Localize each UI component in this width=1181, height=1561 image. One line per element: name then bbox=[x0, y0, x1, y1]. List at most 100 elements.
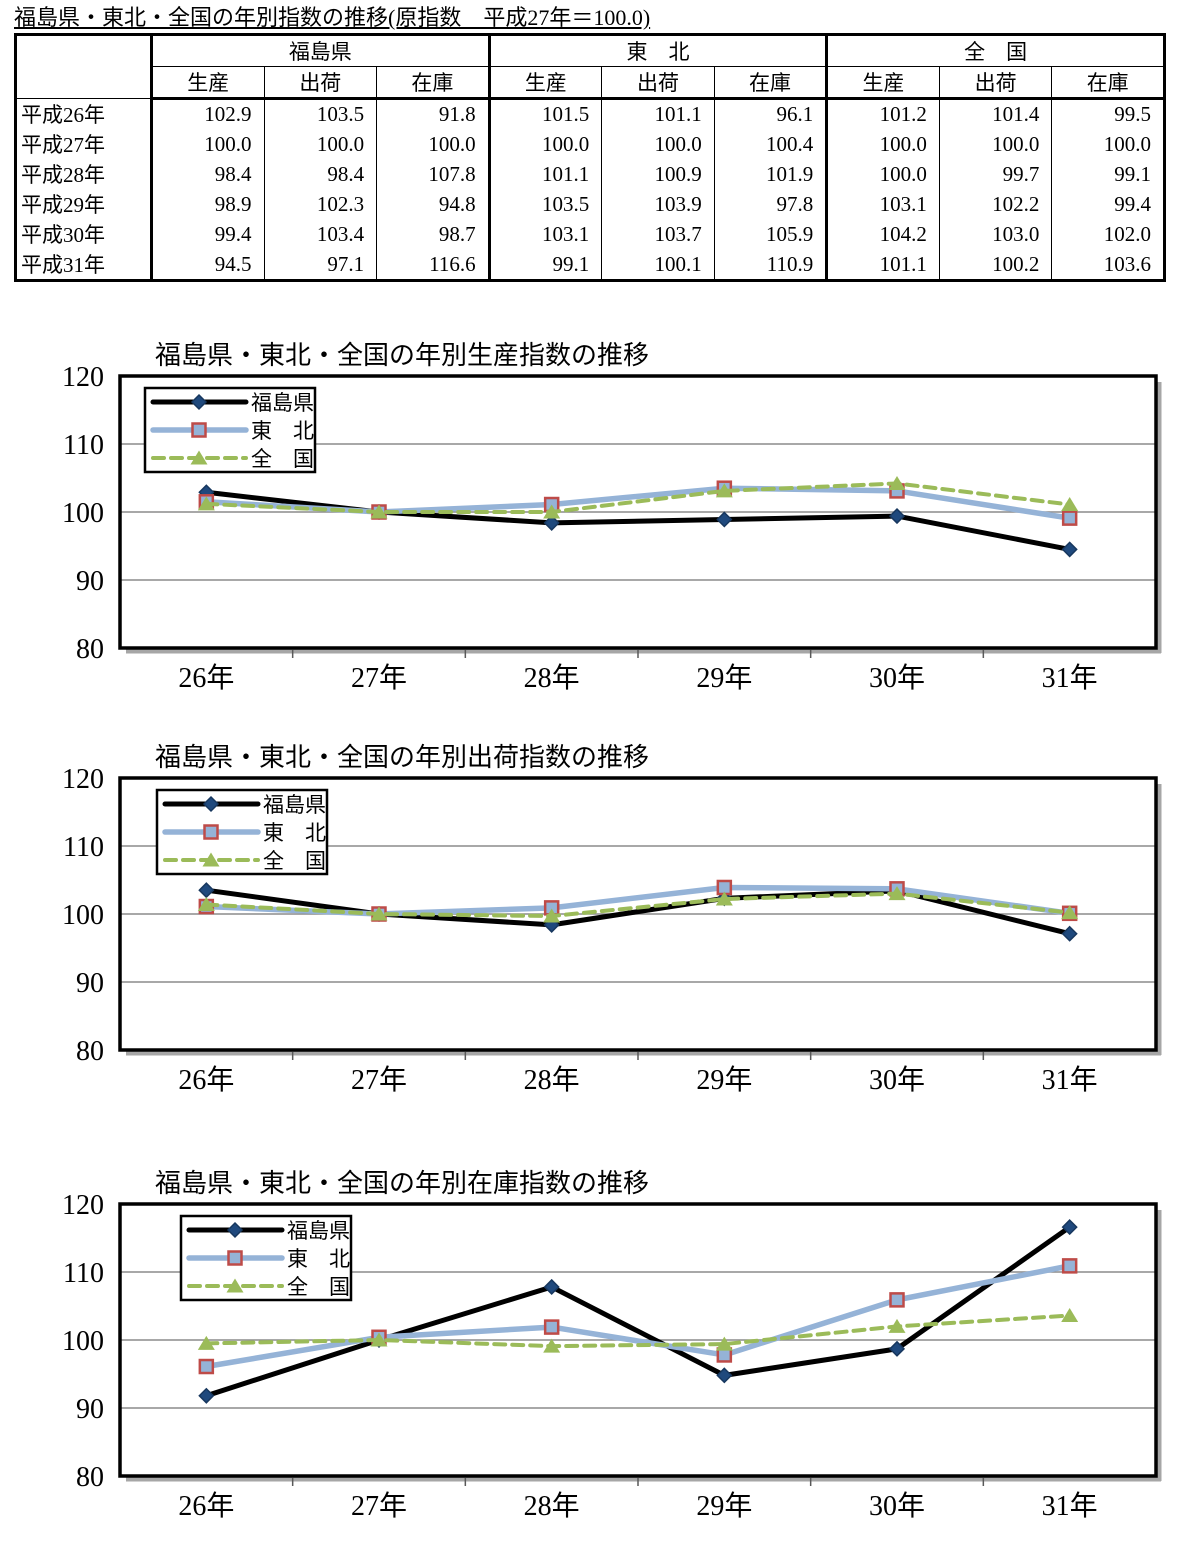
table-value-cell: 100.0 bbox=[938, 129, 1052, 159]
table-measure-header: 生産 bbox=[150, 66, 265, 100]
row-year-label: 平成31年 bbox=[15, 249, 152, 281]
table-value-cell: 99.4 bbox=[150, 219, 265, 249]
table-value-cell: 94.5 bbox=[150, 249, 265, 281]
table-value-cell: 99.1 bbox=[487, 249, 602, 281]
legend-label: 全 国 bbox=[287, 1275, 350, 1299]
data-point-marker bbox=[715, 1336, 733, 1351]
data-point-marker bbox=[888, 508, 906, 525]
y-axis-label: 110 bbox=[63, 1258, 104, 1289]
table-value-cell: 100.0 bbox=[263, 129, 377, 159]
data-point-marker bbox=[543, 504, 561, 519]
table-measure-header: 在庫 bbox=[1051, 66, 1165, 100]
legend-marker bbox=[202, 795, 220, 813]
table-value-cell: 101.5 bbox=[487, 98, 602, 129]
table-value-cell: 97.8 bbox=[713, 189, 827, 219]
data-point-marker bbox=[197, 896, 215, 911]
x-axis-label: 27年 bbox=[351, 1064, 407, 1096]
table-value-cell: 100.0 bbox=[487, 129, 602, 159]
table-row: 平成28年 98.4 98.4 107.8 101.1 100.9 101.9 100.0 99… bbox=[15, 159, 1165, 189]
series-line bbox=[204, 891, 1072, 919]
data-point-marker bbox=[715, 483, 733, 498]
x-axis-label: 30年 bbox=[869, 662, 925, 694]
plot-border bbox=[118, 776, 1158, 1052]
table-value-cell: 103.5 bbox=[487, 189, 602, 219]
data-point-marker bbox=[197, 496, 215, 511]
table-value-cell: 103.1 bbox=[487, 219, 602, 249]
table-row: 平成29年 98.9 102.3 94.8 103.5 103.9 97.8 103.1 102… bbox=[15, 189, 1165, 219]
table-corner-cell bbox=[15, 34, 152, 99]
table-measure-header: 生産 bbox=[825, 66, 940, 100]
table-value-cell: 100.0 bbox=[376, 129, 490, 159]
x-axis-label: 28年 bbox=[524, 1064, 580, 1096]
x-axis-label: 29年 bbox=[696, 1064, 752, 1096]
y-axis-label: 110 bbox=[63, 430, 104, 461]
table-value-cell: 99.5 bbox=[1051, 98, 1165, 129]
data-point-marker bbox=[888, 1318, 906, 1333]
data-point-marker bbox=[370, 504, 388, 519]
x-axis-label: 31年 bbox=[1042, 1490, 1098, 1522]
x-axis-label: 26年 bbox=[178, 1064, 234, 1096]
chart-title: 福島県・東北・全国の年別出荷指数の推移 bbox=[155, 743, 649, 772]
data-point-marker bbox=[889, 1292, 905, 1308]
y-axis-label: 90 bbox=[76, 1394, 104, 1425]
table-value-cell: 102.0 bbox=[1051, 219, 1165, 249]
table-value-cell: 100.0 bbox=[1051, 129, 1165, 159]
table-value-cell: 103.4 bbox=[263, 219, 377, 249]
legend-label: 福島県 bbox=[263, 793, 326, 817]
x-axis-label: 29年 bbox=[696, 1490, 752, 1522]
plot-border bbox=[118, 374, 1158, 650]
table-value-cell: 103.5 bbox=[263, 98, 377, 129]
chart-title: 福島県・東北・全国の年別在庫指数の推移 bbox=[155, 1169, 649, 1198]
table-value-cell: 103.7 bbox=[601, 219, 715, 249]
table-measure-header: 在庫 bbox=[376, 66, 490, 100]
data-point-marker bbox=[1061, 925, 1078, 942]
data-point-marker bbox=[370, 1332, 388, 1347]
row-year-label: 平成27年 bbox=[15, 129, 152, 159]
x-axis-label: 31年 bbox=[1042, 1064, 1098, 1096]
legend-marker bbox=[191, 422, 207, 438]
table-row: 平成31年 94.5 97.1 116.6 99.1 100.1 110.9 101.1 100… bbox=[15, 249, 1165, 281]
table-value-cell: 97.1 bbox=[263, 249, 377, 281]
y-axis-label: 90 bbox=[76, 566, 104, 597]
y-axis-label: 100 bbox=[62, 1326, 104, 1357]
series-line bbox=[204, 1313, 1072, 1349]
table-value-cell: 99.4 bbox=[1051, 189, 1165, 219]
data-point-marker bbox=[543, 1338, 561, 1353]
x-axis-label: 30年 bbox=[869, 1490, 925, 1522]
table-measure-header: 出荷 bbox=[601, 66, 715, 100]
data-point-marker bbox=[197, 1335, 215, 1350]
x-axis-label: 31年 bbox=[1042, 662, 1098, 694]
data-point-marker bbox=[1061, 1258, 1078, 1274]
row-year-label: 平成26年 bbox=[15, 98, 152, 129]
table-value-cell: 100.0 bbox=[825, 129, 940, 159]
y-axis-label: 100 bbox=[62, 498, 104, 529]
table-value-cell: 99.1 bbox=[1051, 159, 1165, 189]
table-row: 平成27年 100.0 100.0 100.0 100.0 100.0 100.4 100.0… bbox=[15, 129, 1165, 159]
data-point-marker bbox=[1061, 510, 1078, 526]
x-axis-label: 26年 bbox=[178, 662, 234, 694]
table-value-cell: 103.9 bbox=[601, 189, 715, 219]
data-point-marker bbox=[543, 514, 560, 531]
y-axis-label: 80 bbox=[76, 1036, 104, 1067]
legend-marker bbox=[190, 450, 208, 465]
data-point-marker bbox=[1061, 905, 1079, 920]
x-axis-label: 29年 bbox=[696, 662, 752, 694]
y-axis-label: 90 bbox=[76, 968, 104, 999]
legend-marker bbox=[226, 1278, 244, 1293]
legend-label: 全 国 bbox=[263, 849, 326, 873]
row-year-label: 平成29年 bbox=[15, 189, 152, 219]
legend-label: 東 北 bbox=[251, 419, 314, 443]
table-value-cell: 102.2 bbox=[938, 189, 1052, 219]
table-value-cell: 116.6 bbox=[376, 249, 490, 281]
x-axis-label: 26年 bbox=[178, 1490, 234, 1522]
legend-marker bbox=[203, 824, 219, 840]
data-point-marker bbox=[198, 1387, 215, 1404]
y-axis-label: 100 bbox=[62, 900, 104, 931]
data-point-marker bbox=[888, 1340, 906, 1357]
legend-marker bbox=[227, 1250, 243, 1266]
table-row: 平成26年 102.9 103.5 91.8 101.5 101.1 96.1 101.2 10… bbox=[15, 98, 1165, 129]
table-measure-header: 在庫 bbox=[713, 66, 827, 100]
x-axis-label: 28年 bbox=[524, 662, 580, 694]
y-axis-label: 120 bbox=[62, 362, 104, 393]
